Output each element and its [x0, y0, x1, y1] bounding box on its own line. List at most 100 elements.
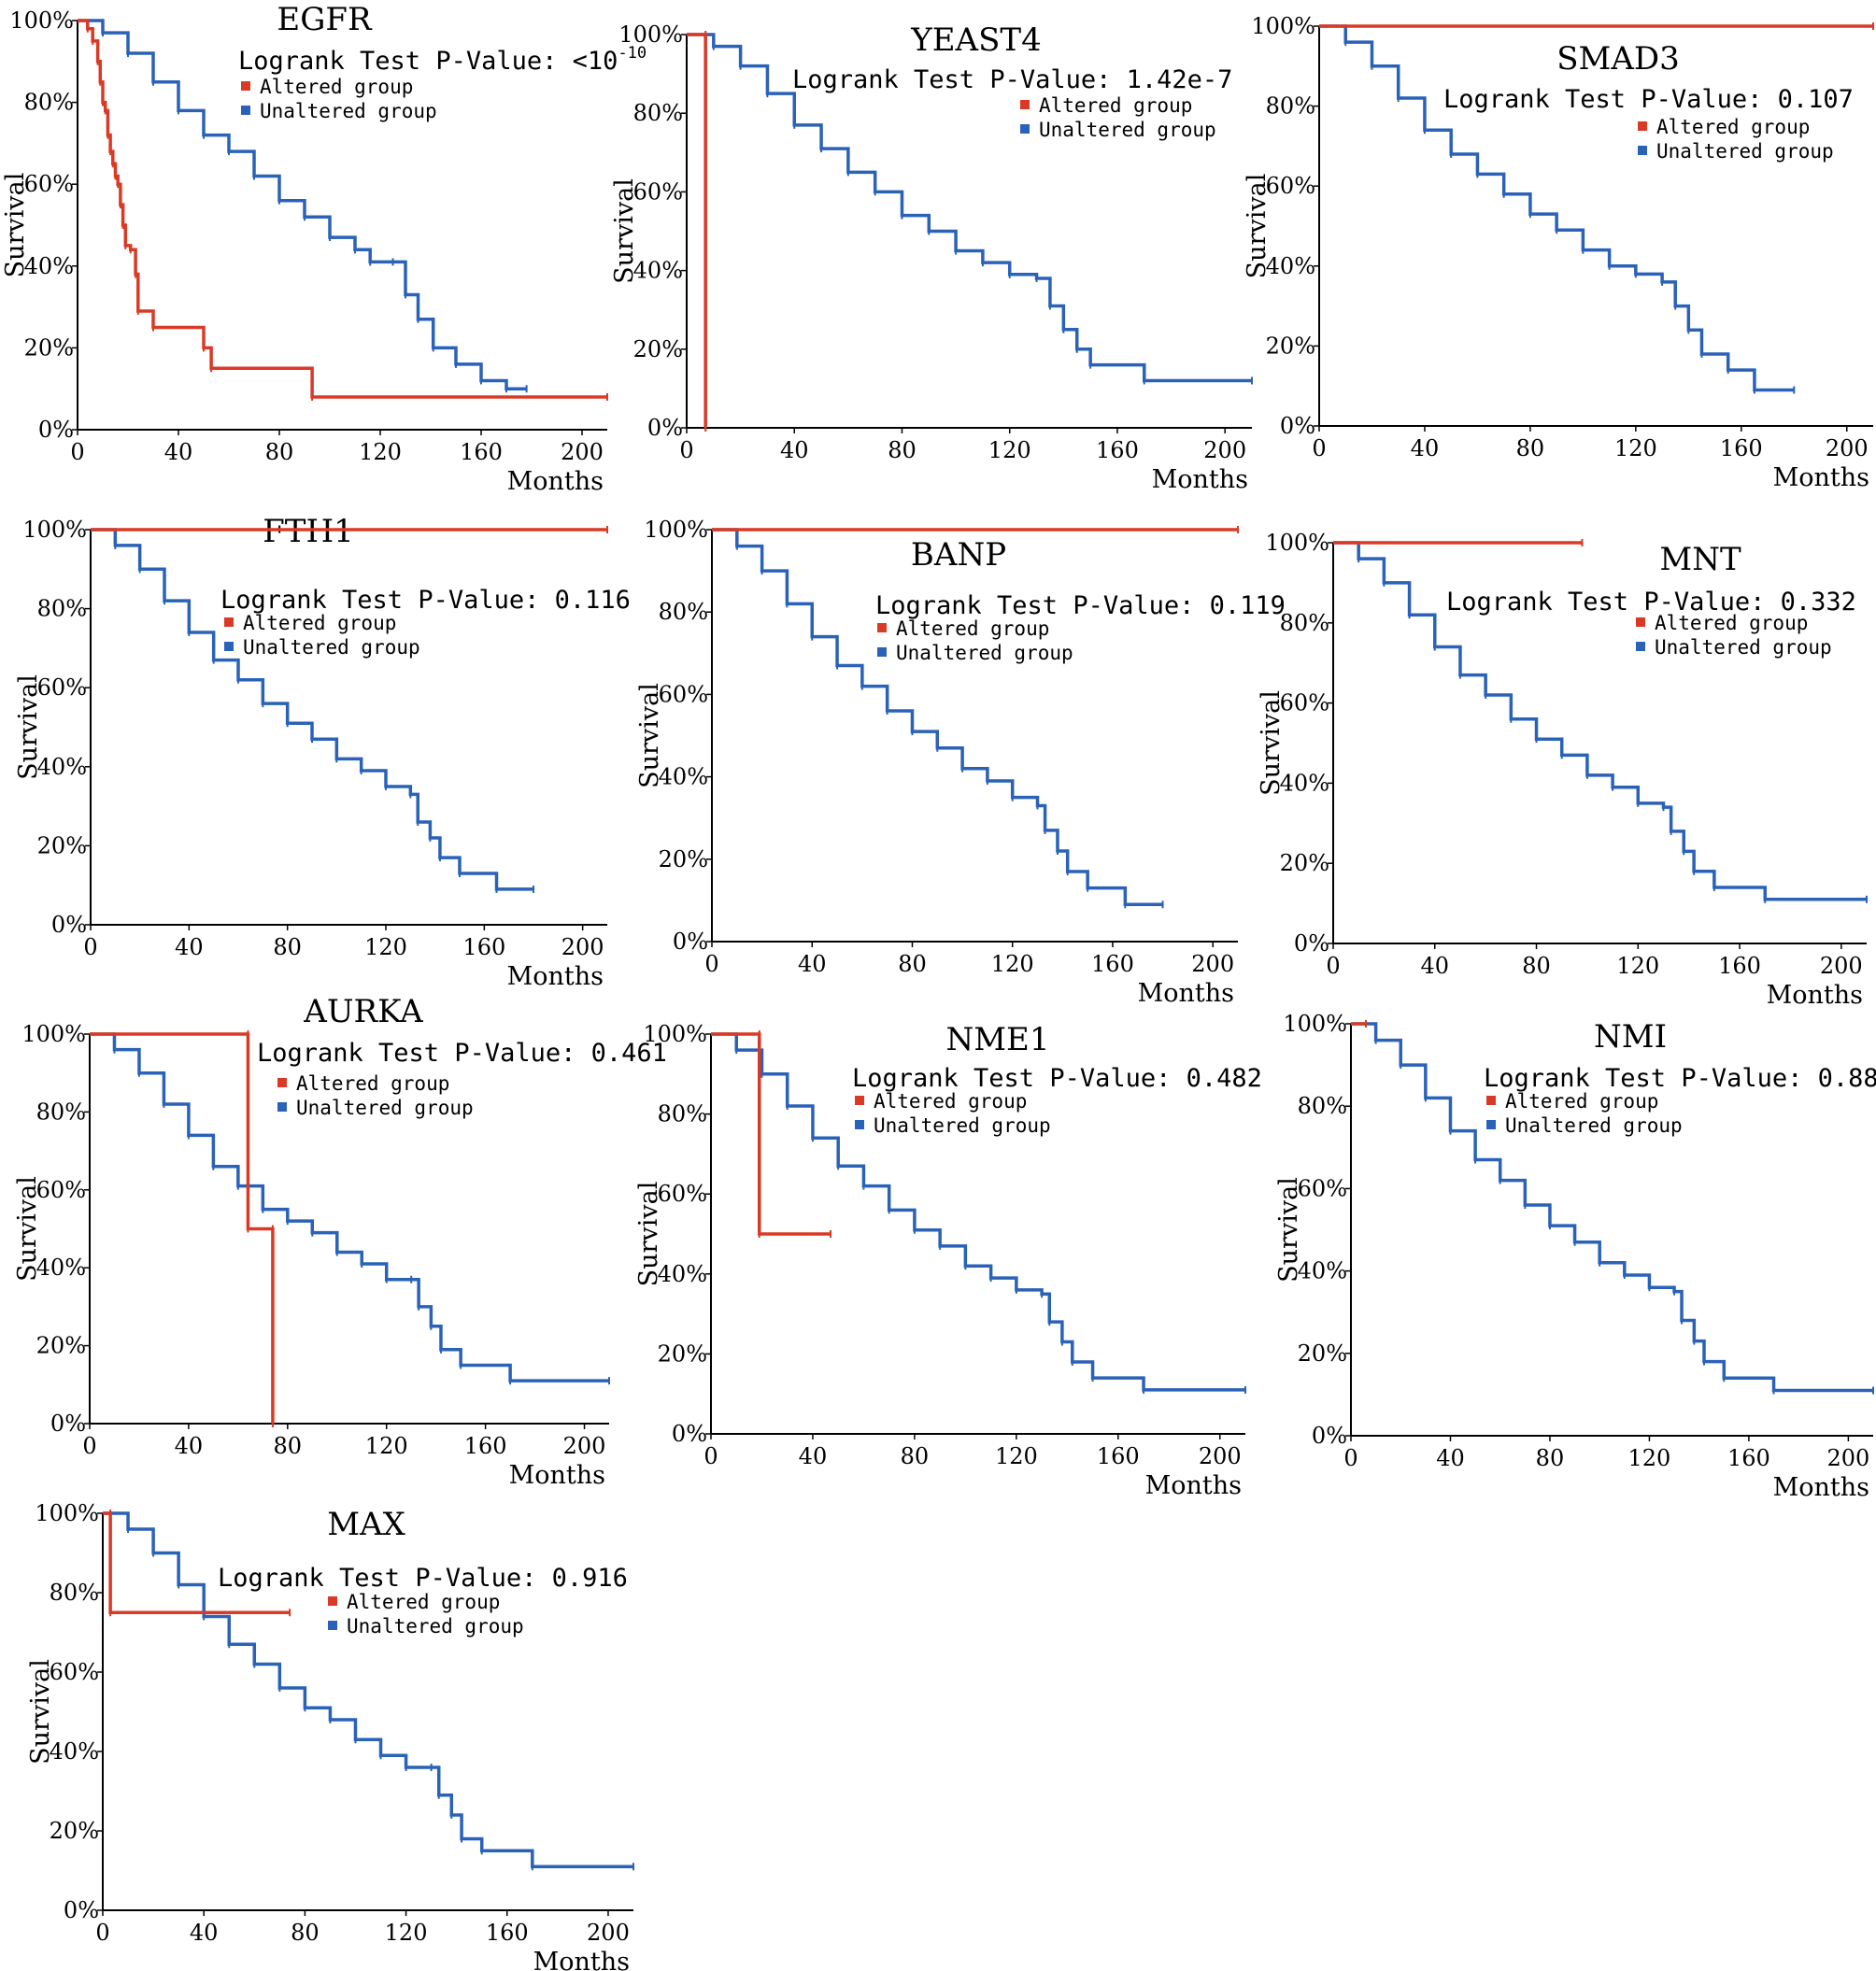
y-tick-label: 20%: [633, 336, 683, 362]
series-line-unaltered: [1351, 1022, 1873, 1393]
y-tick-label: 0%: [673, 929, 708, 955]
pvalue-label: Logrank Test P-Value: 0.116: [220, 586, 631, 615]
legend-swatch-altered: [241, 81, 250, 91]
y-tick-label: 80%: [1280, 610, 1329, 636]
legend-label-altered: Altered group: [1656, 116, 1810, 138]
legend-swatch-altered: [224, 617, 234, 627]
y-tick-label: 60%: [1280, 690, 1329, 716]
y-tick-label: 100%: [22, 517, 87, 543]
y-tick-label: 80%: [658, 1101, 707, 1127]
legend-swatch-unaltered: [1020, 124, 1030, 134]
y-tick-label: 100%: [9, 7, 74, 34]
legend-label-unaltered: Unaltered group: [874, 1114, 1051, 1137]
y-tick-label: 60%: [633, 178, 683, 205]
x-tick-label: 200: [587, 1920, 630, 1946]
legend-label-altered: Altered group: [1655, 612, 1808, 634]
x-axis-label: Months: [1145, 1471, 1242, 1500]
y-tick-label: 20%: [1298, 1340, 1347, 1367]
x-tick-label: 120: [364, 934, 407, 960]
legend-swatch-unaltered: [241, 106, 250, 115]
series-line-unaltered: [1319, 24, 1795, 392]
x-tick-label: 80: [265, 439, 294, 465]
y-tick-label: 100%: [21, 1021, 86, 1047]
x-axis-label: Months: [1152, 465, 1248, 494]
legend-label-altered: Altered group: [874, 1090, 1027, 1113]
y-tick-label: 80%: [659, 599, 708, 625]
x-axis-label: Months: [1773, 463, 1869, 492]
legend-label-unaltered: Unaltered group: [896, 642, 1073, 664]
y-tick-label: 20%: [37, 832, 87, 858]
y-tick-label: 60%: [659, 681, 708, 707]
y-tick-label: 40%: [1280, 770, 1329, 796]
y-tick-label: 0%: [1280, 413, 1315, 439]
legend-label-altered: Altered group: [347, 1591, 500, 1613]
y-tick-label: 40%: [36, 1255, 86, 1281]
legend-swatch-altered: [1636, 617, 1645, 627]
y-axis-label: Survival: [1274, 1177, 1303, 1283]
legend-swatch-unaltered: [1638, 146, 1647, 155]
legend-swatch-unaltered: [1636, 642, 1645, 651]
x-tick-label: 160: [1091, 951, 1134, 977]
x-axis-label: Months: [507, 467, 604, 496]
legend-swatch-altered: [1486, 1096, 1496, 1105]
x-tick-label: 160: [1720, 435, 1763, 461]
pvalue-label: Logrank Test P-Value: 0.482: [852, 1064, 1262, 1093]
x-tick-label: 160: [1096, 437, 1139, 463]
x-tick-label: 200: [1199, 1443, 1242, 1469]
x-tick-label: 40: [780, 437, 809, 463]
chart-title: SMAD3: [1556, 40, 1680, 78]
y-tick-label: 60%: [1266, 173, 1315, 199]
legend-swatch-unaltered: [855, 1120, 864, 1129]
x-tick-label: 120: [995, 1443, 1038, 1469]
x-tick-label: 80: [898, 951, 927, 977]
x-tick-label: 0: [1312, 435, 1326, 461]
legend-swatch-unaltered: [1486, 1120, 1496, 1129]
x-tick-label: 120: [385, 1920, 428, 1946]
y-axis-label: Survival: [1243, 174, 1272, 279]
legend-label-unaltered: Unaltered group: [243, 636, 420, 659]
x-tick-label: 120: [1614, 435, 1657, 461]
pvalue-label: Logrank Test P-Value: 0.916: [218, 1564, 628, 1593]
x-tick-label: 0: [83, 934, 97, 960]
x-tick-label: 200: [561, 934, 604, 960]
x-tick-label: 160: [1097, 1443, 1140, 1469]
y-tick-label: 80%: [633, 100, 683, 126]
series-line-altered: [90, 1032, 275, 1424]
y-tick-label: 60%: [50, 1659, 99, 1685]
x-axis-label: Months: [533, 1948, 630, 1971]
y-tick-label: 40%: [24, 253, 74, 279]
y-tick-label: 40%: [50, 1738, 99, 1765]
legend-label-altered: Altered group: [896, 617, 1049, 640]
x-tick-label: 120: [1628, 1445, 1671, 1471]
y-tick-label: 0%: [647, 415, 683, 441]
x-tick-label: 0: [704, 1443, 718, 1469]
legend-label-unaltered: Unaltered group: [1656, 140, 1834, 163]
series-line-unaltered: [1333, 541, 1867, 901]
legend-swatch-altered: [877, 623, 887, 632]
legend-label-altered: Altered group: [1039, 94, 1192, 117]
chart-title: AURKA: [303, 993, 423, 1030]
y-axis-label: Survival: [634, 1182, 663, 1287]
x-axis-label: Months: [1767, 981, 1863, 1010]
x-tick-label: 160: [460, 439, 503, 465]
y-tick-label: 60%: [37, 674, 87, 701]
x-tick-label: 160: [1727, 1445, 1770, 1471]
x-tick-label: 0: [1343, 1445, 1357, 1471]
y-tick-label: 100%: [618, 21, 683, 48]
y-tick-label: 20%: [658, 1340, 707, 1367]
x-tick-label: 200: [1820, 953, 1863, 979]
y-tick-label: 100%: [1265, 530, 1329, 556]
legend-label-unaltered: Unaltered group: [260, 100, 437, 122]
x-tick-label: 40: [175, 934, 204, 960]
chart-title: YEAST4: [910, 21, 1041, 59]
y-tick-label: 20%: [1266, 333, 1315, 359]
y-tick-label: 20%: [659, 846, 708, 872]
y-tick-label: 0%: [51, 912, 87, 938]
y-tick-label: 0%: [1312, 1423, 1347, 1449]
pvalue-label: Logrank Test P-Value: 0.119: [875, 591, 1286, 620]
legend-label-altered: Altered group: [1505, 1090, 1658, 1113]
